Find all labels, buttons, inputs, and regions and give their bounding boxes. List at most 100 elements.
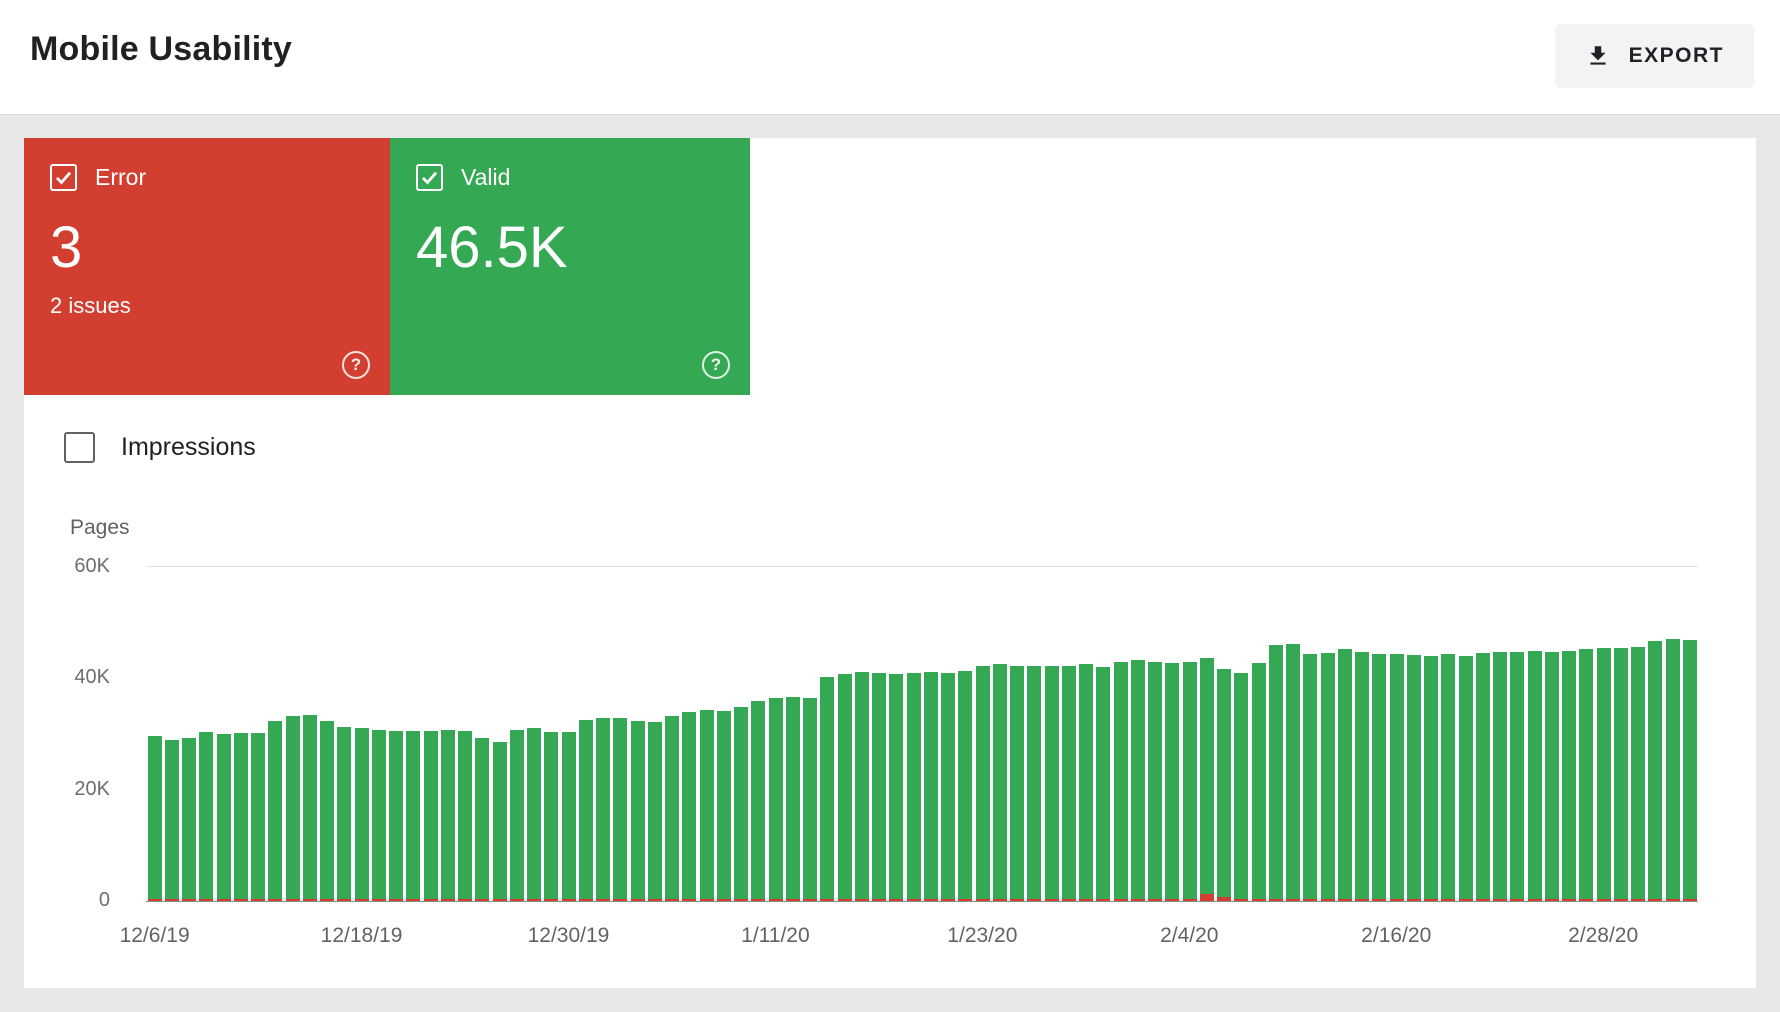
bar-column[interactable] xyxy=(543,567,560,901)
bar-column[interactable] xyxy=(1216,567,1233,901)
bar-column[interactable] xyxy=(1440,567,1457,901)
bar-column[interactable] xyxy=(1405,567,1422,901)
bar-column[interactable] xyxy=(388,567,405,901)
bar-column[interactable] xyxy=(301,567,318,901)
bar-column[interactable] xyxy=(1543,567,1560,901)
bar-column[interactable] xyxy=(1009,567,1026,901)
impressions-toggle[interactable]: Impressions xyxy=(64,432,256,463)
bar-column[interactable] xyxy=(957,567,974,901)
bar-column[interactable] xyxy=(250,567,267,901)
bar-column[interactable] xyxy=(1198,567,1215,901)
bar-column[interactable] xyxy=(1509,567,1526,901)
bar-column[interactable] xyxy=(526,567,543,901)
bar-column[interactable] xyxy=(612,567,629,901)
bar-column[interactable] xyxy=(474,567,491,901)
bar-column[interactable] xyxy=(1336,567,1353,901)
bar-column[interactable] xyxy=(1388,567,1405,901)
bar-column[interactable] xyxy=(1647,567,1664,901)
valid-bar xyxy=(992,664,1007,899)
bar-column[interactable] xyxy=(1026,567,1043,901)
bar-column[interactable] xyxy=(232,567,249,901)
bar-column[interactable] xyxy=(1371,567,1388,901)
bar-column[interactable] xyxy=(750,567,767,901)
bar-column[interactable] xyxy=(319,567,336,901)
bar-column[interactable] xyxy=(1354,567,1371,901)
bar-column[interactable] xyxy=(871,567,888,901)
error-checkbox[interactable] xyxy=(50,164,77,191)
bar-column[interactable] xyxy=(439,567,456,901)
bar-column[interactable] xyxy=(595,567,612,901)
help-icon[interactable]: ? xyxy=(702,351,730,379)
bar-column[interactable] xyxy=(1561,567,1578,901)
bar-column[interactable] xyxy=(1423,567,1440,901)
bar-column[interactable] xyxy=(1526,567,1543,901)
bar-column[interactable] xyxy=(1681,567,1698,901)
bar-column[interactable] xyxy=(1095,567,1112,901)
bar-column[interactable] xyxy=(198,567,215,901)
bar-column[interactable] xyxy=(888,567,905,901)
bar-column[interactable] xyxy=(1302,567,1319,901)
bar-column[interactable] xyxy=(370,567,387,901)
export-button[interactable]: EXPORT xyxy=(1554,24,1754,88)
bar-column[interactable] xyxy=(146,567,163,901)
bar-column[interactable] xyxy=(163,567,180,901)
bar-column[interactable] xyxy=(1285,567,1302,901)
bar-column[interactable] xyxy=(284,567,301,901)
bar-column[interactable] xyxy=(1060,567,1077,901)
bar-column[interactable] xyxy=(336,567,353,901)
valid-summary-tile[interactable]: Valid 46.5K ? xyxy=(390,138,750,395)
valid-checkbox[interactable] xyxy=(416,164,443,191)
bar-column[interactable] xyxy=(646,567,663,901)
bar-column[interactable] xyxy=(1457,567,1474,901)
bar-column[interactable] xyxy=(853,567,870,901)
bar-column[interactable] xyxy=(784,567,801,901)
bar-column[interactable] xyxy=(1267,567,1284,901)
bar-column[interactable] xyxy=(733,567,750,901)
help-icon[interactable]: ? xyxy=(342,351,370,379)
bar-column[interactable] xyxy=(353,567,370,901)
bar-column[interactable] xyxy=(715,567,732,901)
bar-column[interactable] xyxy=(1664,567,1681,901)
bar-column[interactable] xyxy=(767,567,784,901)
bar-column[interactable] xyxy=(836,567,853,901)
bar-column[interactable] xyxy=(905,567,922,901)
bar-column[interactable] xyxy=(974,567,991,901)
bar-column[interactable] xyxy=(922,567,939,901)
bar-column[interactable] xyxy=(577,567,594,901)
bar-column[interactable] xyxy=(457,567,474,901)
bar-column[interactable] xyxy=(1578,567,1595,901)
bar-column[interactable] xyxy=(1147,567,1164,901)
error-summary-tile[interactable]: Error 3 2 issues ? xyxy=(24,138,390,395)
bar-column[interactable] xyxy=(819,567,836,901)
bar-column[interactable] xyxy=(1181,567,1198,901)
bar-column[interactable] xyxy=(629,567,646,901)
bar-column[interactable] xyxy=(1233,567,1250,901)
bar-column[interactable] xyxy=(1612,567,1629,901)
bar-column[interactable] xyxy=(491,567,508,901)
bar-column[interactable] xyxy=(508,567,525,901)
bar-column[interactable] xyxy=(1129,567,1146,901)
bar-column[interactable] xyxy=(1250,567,1267,901)
bar-column[interactable] xyxy=(1492,567,1509,901)
bar-column[interactable] xyxy=(1474,567,1491,901)
bar-column[interactable] xyxy=(681,567,698,901)
bar-column[interactable] xyxy=(1164,567,1181,901)
bar-column[interactable] xyxy=(1595,567,1612,901)
bar-column[interactable] xyxy=(1319,567,1336,901)
bar-column[interactable] xyxy=(991,567,1008,901)
bar-column[interactable] xyxy=(181,567,198,901)
bar-column[interactable] xyxy=(664,567,681,901)
bar-column[interactable] xyxy=(1112,567,1129,901)
bar-column[interactable] xyxy=(940,567,957,901)
bar-column[interactable] xyxy=(1630,567,1647,901)
bar-column[interactable] xyxy=(560,567,577,901)
bar-column[interactable] xyxy=(215,567,232,901)
impressions-checkbox[interactable] xyxy=(64,432,95,463)
bar-column[interactable] xyxy=(802,567,819,901)
bar-column[interactable] xyxy=(267,567,284,901)
bar-column[interactable] xyxy=(405,567,422,901)
bar-column[interactable] xyxy=(1043,567,1060,901)
bar-column[interactable] xyxy=(422,567,439,901)
bar-column[interactable] xyxy=(1078,567,1095,901)
bar-column[interactable] xyxy=(698,567,715,901)
